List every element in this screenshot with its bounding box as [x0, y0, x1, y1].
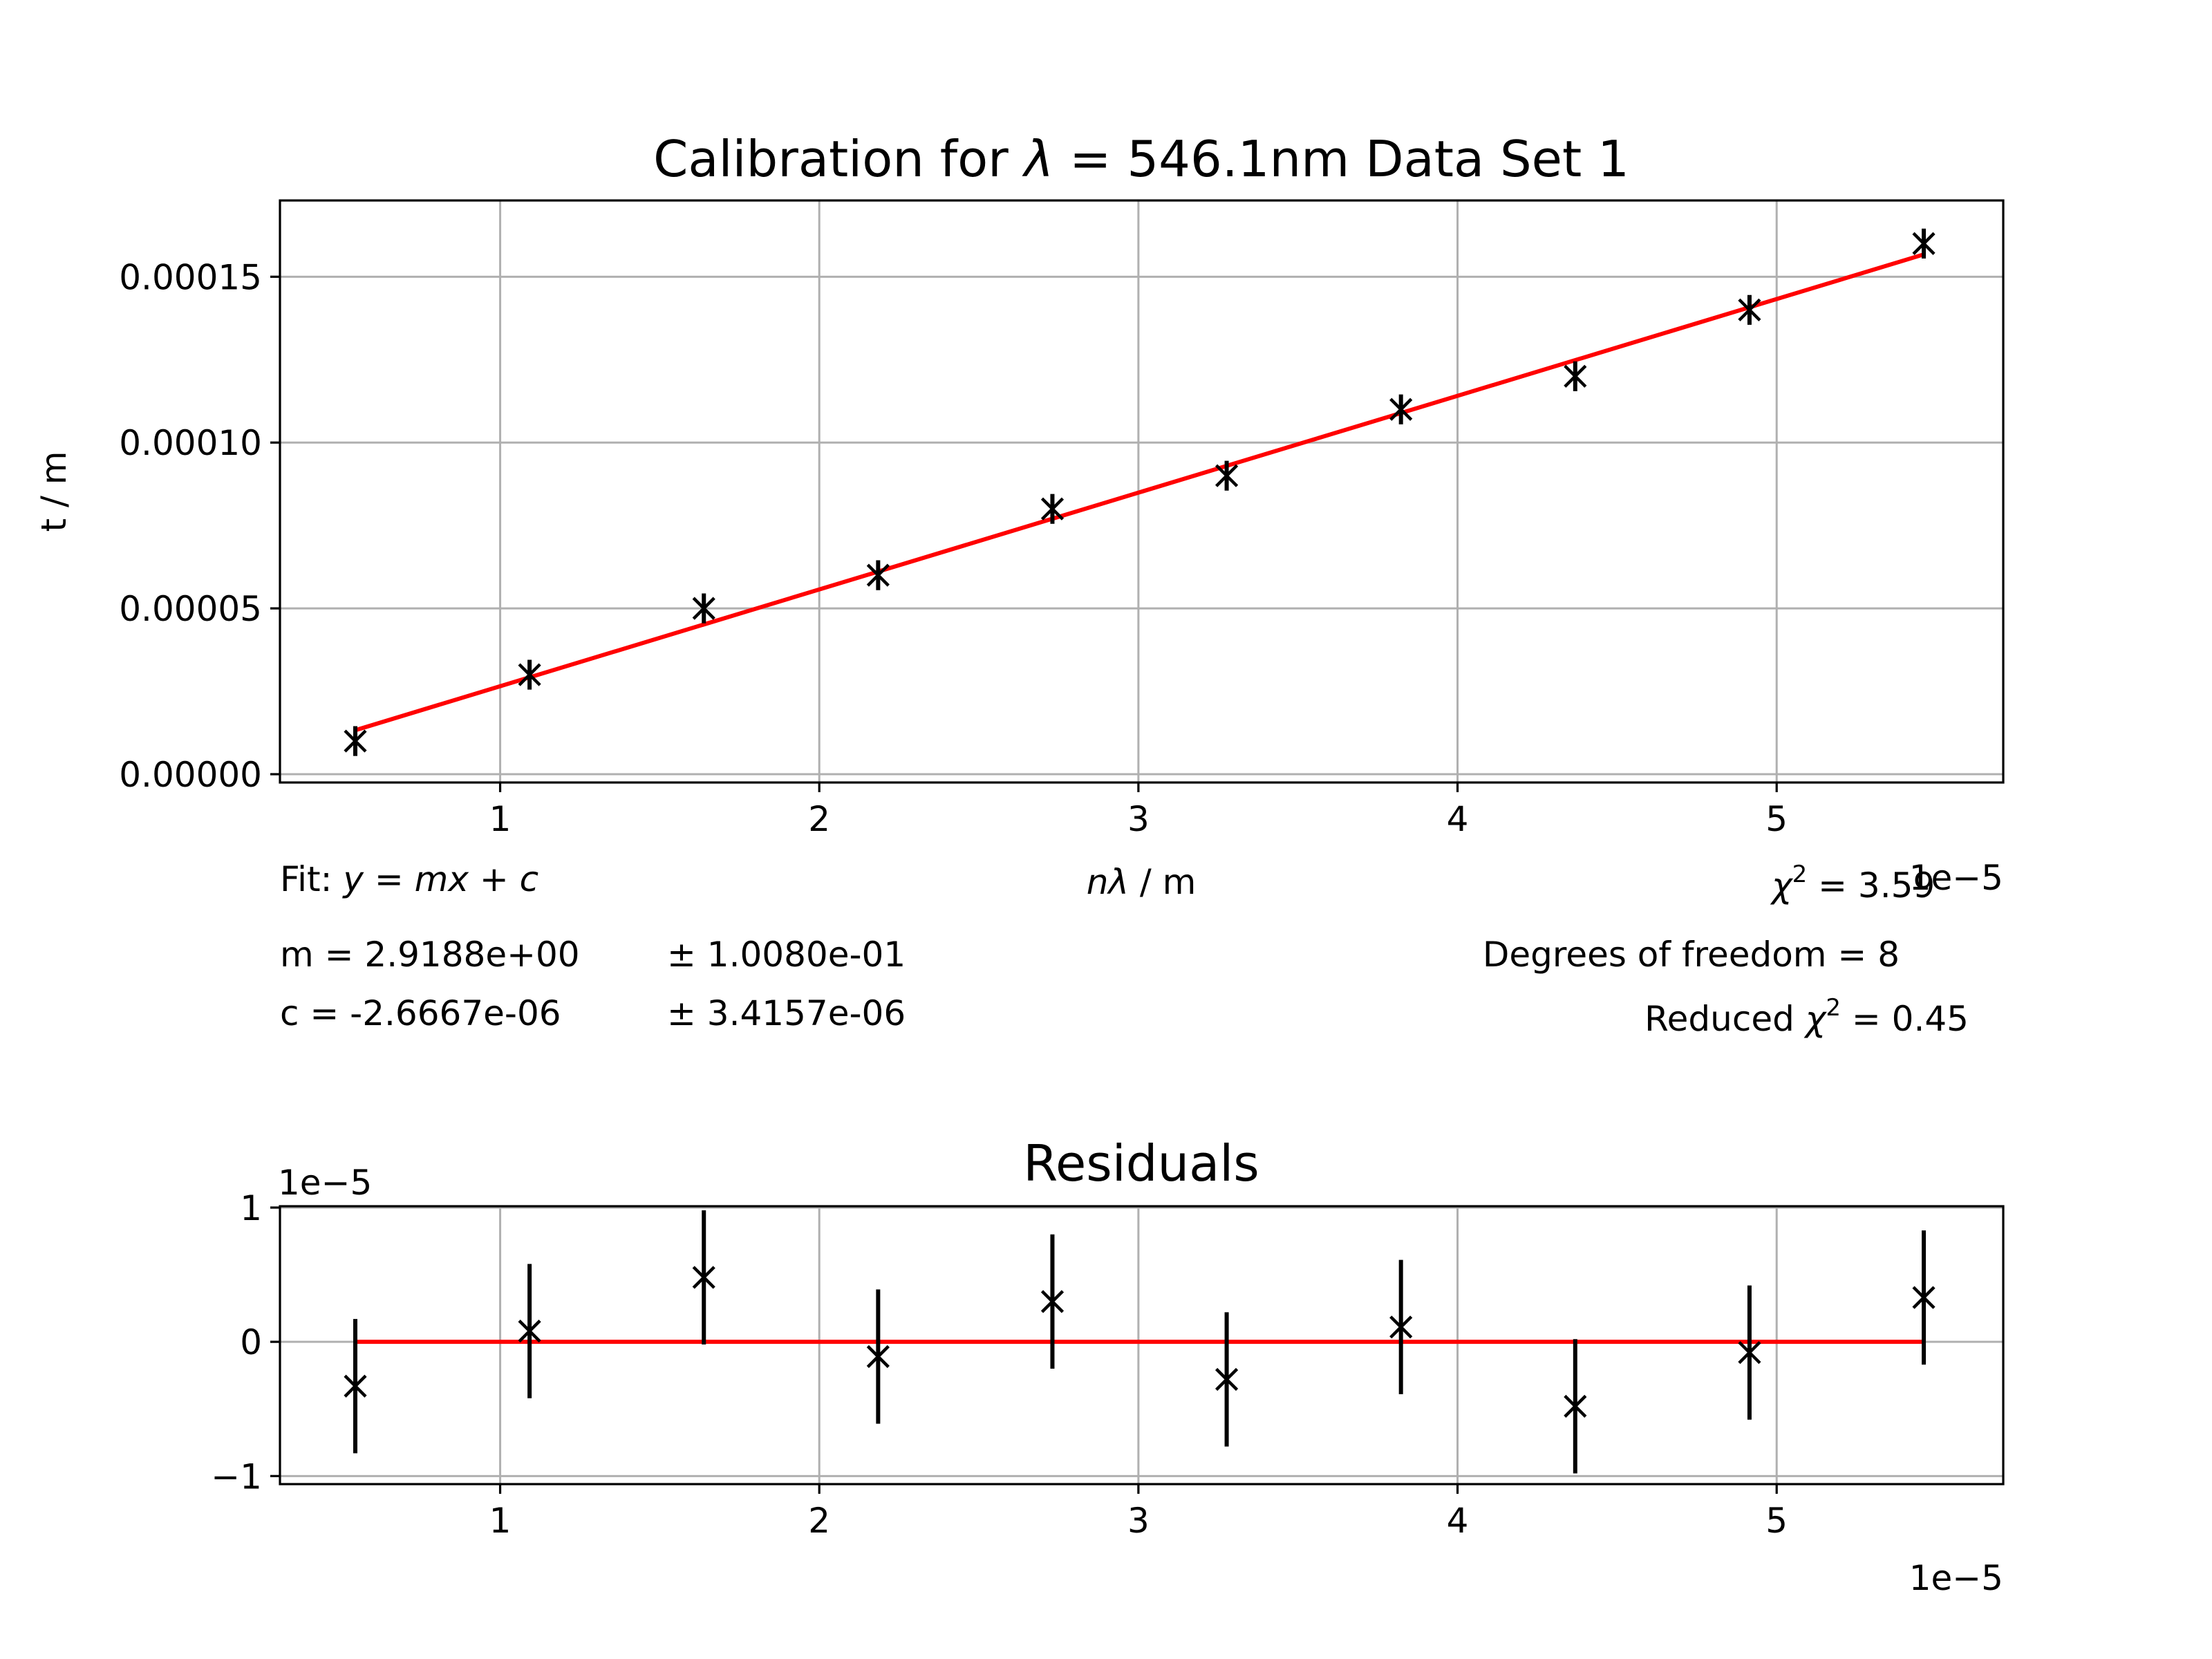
c-value: c = -2.6667e-06	[280, 993, 561, 1033]
m-value: m = 2.9188e+00	[280, 935, 580, 975]
calibration-grid	[280, 200, 2003, 782]
data-point	[1564, 1339, 1587, 1474]
x-marker	[1215, 464, 1239, 487]
data-point	[1215, 460, 1239, 491]
x-marker	[866, 563, 890, 587]
fit-equation: Fit: y = mx + c	[280, 859, 538, 899]
x-marker	[1738, 1341, 1761, 1365]
calibration-chart: 1 2 3 4 5 0.00000 0.00005 0.00010 0.00015 Calibr…	[34, 130, 2005, 902]
data-point	[692, 1210, 715, 1345]
x-marker	[518, 663, 541, 686]
data-point	[1389, 1259, 1413, 1394]
c-error: ± 3.4157e-06	[667, 993, 906, 1033]
x-offset-label: 1e−5	[1909, 858, 2003, 898]
x-marker	[1738, 298, 1761, 321]
x-tick-label: 1	[489, 799, 512, 839]
degrees-of-freedom: Degrees of freedom = 8	[1483, 935, 1900, 975]
residuals-axes: 1 2 3 4 5 −1 0 1	[211, 1188, 1788, 1541]
calibration-points	[344, 228, 1936, 756]
data-point	[1040, 1234, 1065, 1369]
calibration-plot-frame	[279, 199, 2005, 784]
x-tick-label: 4	[1447, 1501, 1469, 1541]
x-marker	[1912, 232, 1936, 255]
data-point	[518, 1264, 541, 1398]
x-marker	[1389, 397, 1413, 421]
y-tick-label: 0	[240, 1322, 262, 1362]
residuals-title: Residuals	[1023, 1134, 1259, 1192]
y-tick-label: −1	[211, 1456, 262, 1497]
reduced-chi-squared: Reduced χ2 = 0.45	[1644, 994, 1969, 1039]
data-point	[866, 1289, 890, 1424]
x-marker	[1564, 364, 1587, 388]
chart-title: Calibration for λ = 546.1nm Data Set 1	[653, 130, 1629, 188]
y-tick-label: 1	[240, 1188, 262, 1228]
x-marker	[1040, 497, 1065, 521]
y-tick-label: 0.00010	[119, 423, 262, 463]
fit-line-group	[355, 252, 1924, 733]
x-tick-label: 2	[808, 799, 830, 839]
data-point	[1738, 1285, 1761, 1420]
x-marker	[1389, 1315, 1413, 1339]
calibration-axes: 1 2 3 4 5 0.00000 0.00005 0.00010 0.00015	[119, 257, 1788, 839]
x-marker	[1040, 1290, 1065, 1313]
fit-statistics: Fit: y = mx + c m = 2.9188e+00 ± 1.0080e…	[280, 859, 1969, 1039]
residuals-chart: 1 2 3 4 5 −1 0 1 Residuals 1e−5 1e−5	[211, 1134, 2005, 1598]
data-point	[1389, 394, 1413, 424]
x-tick-label: 4	[1447, 799, 1469, 839]
x-tick-label: 5	[1765, 1501, 1788, 1541]
data-point	[1564, 361, 1587, 391]
data-point	[1912, 228, 1936, 259]
y-tick-label: 0.00005	[119, 589, 262, 629]
y-tick-label: 0.00000	[119, 755, 262, 795]
residual-points	[344, 1210, 1936, 1474]
data-point	[1738, 294, 1761, 325]
x-marker	[518, 1320, 541, 1343]
residuals-x-offset-label: 1e−5	[1909, 1558, 2003, 1598]
x-marker	[866, 1344, 890, 1369]
data-point	[1040, 494, 1065, 524]
residuals-plot-frame	[279, 1205, 2005, 1485]
data-point	[692, 593, 715, 624]
fit-line	[355, 252, 1924, 733]
x-tick-label: 2	[808, 1501, 830, 1541]
x-marker	[1912, 1286, 1936, 1309]
y-tick-label: 0.00015	[119, 257, 262, 297]
x-marker	[1215, 1367, 1239, 1391]
x-tick-label: 3	[1127, 1501, 1150, 1541]
x-marker	[344, 729, 367, 753]
x-marker	[1564, 1394, 1587, 1418]
x-tick-label: 1	[489, 1501, 512, 1541]
data-point	[344, 1319, 367, 1454]
data-point	[1215, 1312, 1239, 1447]
x-tick-label: 3	[1127, 799, 1150, 839]
data-point	[344, 726, 367, 756]
x-tick-label: 5	[1765, 799, 1788, 839]
data-point	[518, 659, 541, 690]
y-axis-label: t / m	[34, 451, 74, 532]
residuals-y-offset-label: 1e−5	[278, 1163, 372, 1203]
chi-squared: χ2 = 3.59	[1770, 861, 1935, 906]
x-marker	[344, 1374, 367, 1398]
m-error: ± 1.0080e-01	[667, 935, 906, 975]
data-point	[1912, 1230, 1936, 1365]
x-marker	[692, 1266, 715, 1289]
x-axis-label: nλ / m	[1087, 862, 1197, 902]
data-point	[866, 560, 890, 590]
x-marker	[692, 597, 715, 620]
